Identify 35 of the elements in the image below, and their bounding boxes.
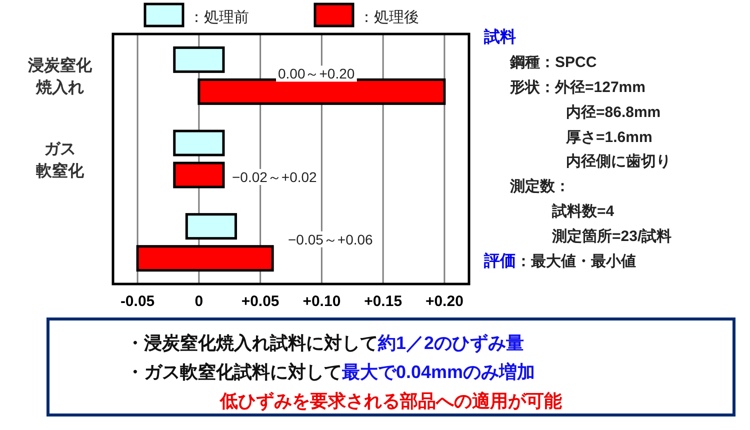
- text: 内径側に歯切り: [566, 153, 671, 170]
- y-tick-label: ガス軟窒化: [35, 141, 85, 180]
- x-tick-label: +0.20: [425, 293, 464, 310]
- text: ・浸炭窒化焼入れ試料に対して: [126, 333, 378, 353]
- text: 約1／2のひずみ量: [377, 333, 524, 354]
- x-tick-label: +0.05: [241, 293, 280, 310]
- annotation: 0.00～+0.20: [278, 66, 355, 82]
- text: 試料数=4: [551, 203, 615, 220]
- bar: [185, 213, 238, 240]
- text: 測定箇所=23/試料: [551, 227, 672, 245]
- y-tick-label: 浸炭窒化焼入れ: [27, 56, 93, 97]
- legend-label: ：処理前: [189, 9, 249, 26]
- legend-label: ：処理後: [359, 9, 419, 26]
- text: ・ガス軟窒化試料に対して: [126, 362, 342, 382]
- text: 厚さ=1.6mm: [565, 129, 652, 146]
- x-tick-label: 0: [194, 293, 204, 310]
- x-tick-label: -0.05: [120, 293, 155, 310]
- annotation: −0.05～+0.06: [288, 231, 374, 248]
- text: 測定数：: [509, 177, 570, 195]
- text: 形状：外径=127mm: [509, 79, 646, 96]
- text: 内径=86.8mm: [566, 104, 661, 121]
- text: 低ひずみを要求される部品への適用が可能: [219, 391, 562, 412]
- bar: [136, 245, 274, 272]
- text: 評価: [483, 252, 516, 270]
- x-tick-label: +0.10: [302, 293, 341, 310]
- bar: [173, 130, 225, 156]
- text: ：最大値・最小値: [516, 253, 636, 270]
- bar: [198, 78, 446, 105]
- x-tick-label: +0.15: [364, 293, 402, 310]
- text: 最大で0.04mmのみ増加: [341, 361, 536, 382]
- bar: [173, 46, 225, 73]
- annotation: −0.02～+0.02: [232, 169, 318, 185]
- bar: [173, 162, 225, 188]
- text: 試料: [483, 28, 516, 46]
- text: 鋼種：SPCC: [509, 54, 597, 71]
